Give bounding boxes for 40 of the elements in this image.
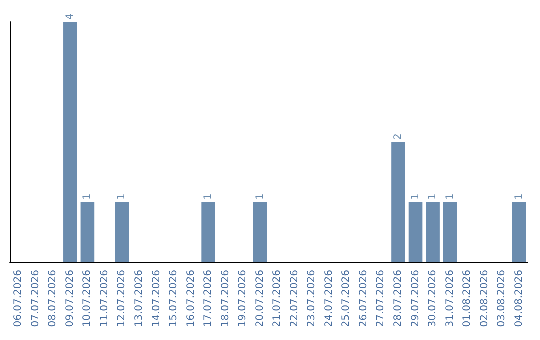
x-tick-label: 26.07.2026 <box>358 270 370 328</box>
x-tick-label: 23.07.2026 <box>306 270 318 328</box>
x-tick-label: 08.07.2026 <box>48 270 59 328</box>
x-tick-label: 31.07.2026 <box>444 270 456 328</box>
x-tick-label: 14.07.2026 <box>151 270 162 328</box>
x-tick-label: 03.08.2026 <box>496 270 508 328</box>
data-label: 1 <box>82 194 94 200</box>
x-tick-label: 24.07.2026 <box>324 270 335 328</box>
x-tick-label: 18.07.2026 <box>220 270 232 328</box>
x-tick-label: 02.08.2026 <box>479 270 490 328</box>
data-label: 1 <box>203 194 214 200</box>
x-tick-label: 17.07.2026 <box>203 270 214 328</box>
data-label: 1 <box>254 194 266 200</box>
x-tick-label: 10.07.2026 <box>82 270 94 328</box>
x-tick-label: 09.07.2026 <box>64 270 76 328</box>
x-tick-label: 06.07.2026 <box>13 270 24 328</box>
data-label: 2 <box>393 134 404 140</box>
x-tick-label: 12.07.2026 <box>116 270 128 328</box>
x-tick-label: 16.07.2026 <box>186 270 197 328</box>
x-tick-label: 01.08.2026 <box>462 270 474 328</box>
x-tick-label: 22.07.2026 <box>289 270 300 328</box>
x-tick-label: 25.07.2026 <box>341 270 352 328</box>
x-tick-label: 15.07.2026 <box>168 270 180 328</box>
data-label: 1 <box>514 194 525 200</box>
data-label: 1 <box>428 194 439 200</box>
data-label: 1 <box>116 194 128 200</box>
data-label: 1 <box>410 194 422 200</box>
data-label: 4 <box>64 14 76 20</box>
x-tick-label: 04.08.2026 <box>514 270 525 328</box>
x-tick-label: 19.07.2026 <box>238 270 249 328</box>
x-tick-label: 07.07.2026 <box>30 270 42 328</box>
x-tick-label: 29.07.2026 <box>410 270 422 328</box>
x-tick-label: 30.07.2026 <box>428 270 439 328</box>
x-tick-label: 20.07.2026 <box>254 270 266 328</box>
x-tick-label: 21.07.2026 <box>272 270 284 328</box>
x-tick-label: 28.07.2026 <box>393 270 404 328</box>
x-tick-label: 11.07.2026 <box>99 270 110 328</box>
data-label: 1 <box>444 194 456 200</box>
x-tick-label: 27.07.2026 <box>376 270 387 328</box>
x-tick-label: 13.07.2026 <box>134 270 145 328</box>
